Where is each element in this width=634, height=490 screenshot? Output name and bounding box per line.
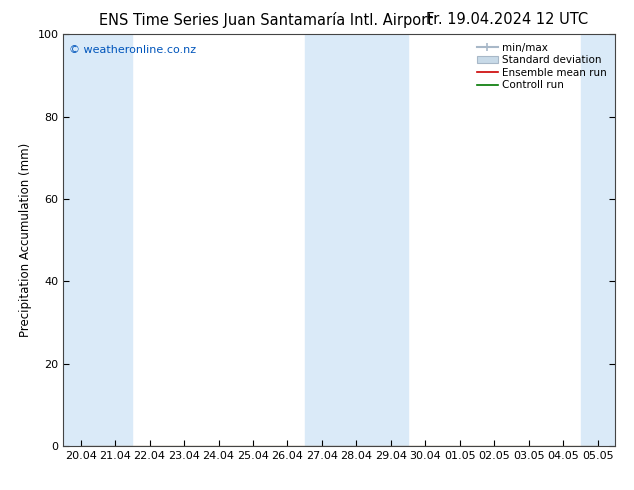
Text: ENS Time Series Juan Santamaría Intl. Airport: ENS Time Series Juan Santamaría Intl. Ai… <box>100 12 433 28</box>
Bar <box>305 34 408 446</box>
Bar <box>63 34 133 446</box>
Bar <box>581 34 632 446</box>
Text: Fr. 19.04.2024 12 UTC: Fr. 19.04.2024 12 UTC <box>426 12 588 27</box>
Y-axis label: Precipitation Accumulation (mm): Precipitation Accumulation (mm) <box>19 143 32 337</box>
Legend: min/max, Standard deviation, Ensemble mean run, Controll run: min/max, Standard deviation, Ensemble me… <box>473 39 611 95</box>
Text: © weatheronline.co.nz: © weatheronline.co.nz <box>69 45 196 54</box>
